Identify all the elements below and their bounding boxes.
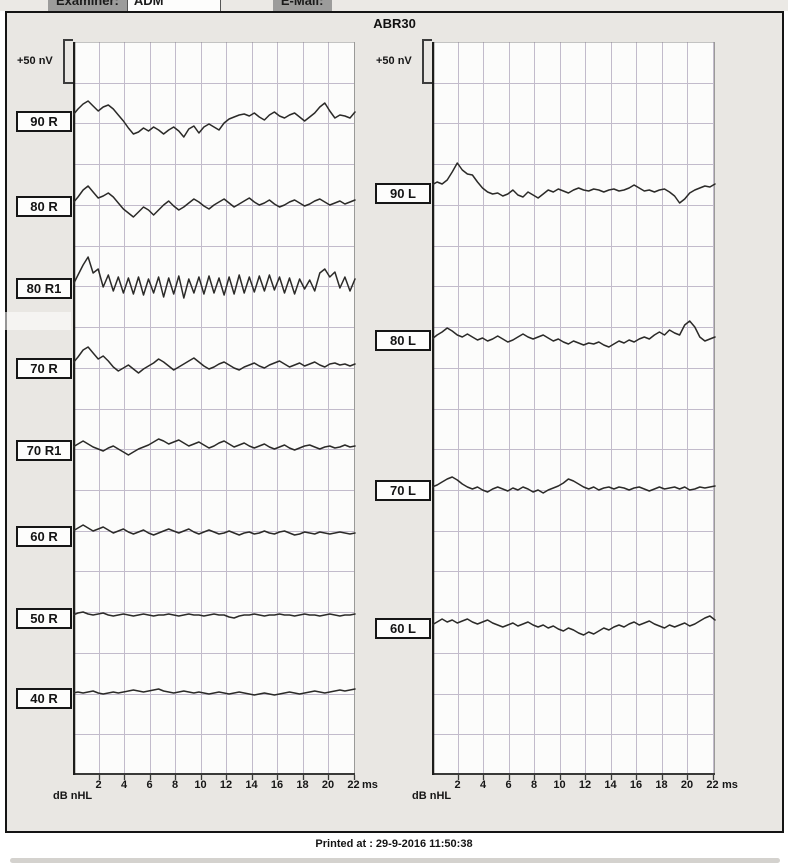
waveform-trace-60-l <box>432 615 716 636</box>
x-axis-unit-ms: ms <box>722 779 738 791</box>
x-tick-label-18: 18 <box>296 779 309 791</box>
trace-label-60-l: 60 L <box>375 618 431 639</box>
trace-label-80-l: 80 L <box>375 330 431 351</box>
x-tick-label-6: 6 <box>146 779 153 791</box>
waveform-trace-40-r <box>73 688 356 696</box>
x-tick-label-8: 8 <box>171 779 179 791</box>
x-tick-label-16: 16 <box>270 779 284 791</box>
trace-label-70-r1: 70 R1 <box>16 440 72 461</box>
x-axis-ticks <box>457 775 715 780</box>
trace-label-80-r1: 80 R1 <box>16 278 72 299</box>
x-tick-label-22: 22 <box>706 779 719 791</box>
waveform-panel-left-ear <box>432 42 716 780</box>
x-tick-label-10: 10 <box>194 779 207 791</box>
x-tick-label-2: 2 <box>95 779 102 791</box>
amplitude-scale-bracket <box>63 39 73 84</box>
waveform-trace-70-l <box>432 476 716 494</box>
x-tick-label-12: 12 <box>578 779 592 791</box>
waveform-trace-60-r <box>73 524 356 536</box>
trace-label-90-r: 90 R <box>16 111 72 132</box>
amplitude-scale-label: +50 nV <box>17 55 53 67</box>
x-tick-label-18: 18 <box>655 779 668 791</box>
waveform-trace-80-r1 <box>73 256 356 299</box>
trace-label-90-l: 90 L <box>375 183 431 204</box>
trace-label-50-r: 50 R <box>16 608 72 629</box>
trace-label-60-r: 60 R <box>16 526 72 547</box>
waveform-trace-80-l <box>432 320 716 348</box>
x-tick-label-16: 16 <box>629 779 643 791</box>
x-tick-label-4: 4 <box>120 779 128 791</box>
amplitude-scale-bracket <box>422 39 432 84</box>
x-tick-label-6: 6 <box>505 779 512 791</box>
waveform-panel-right-ear <box>73 42 356 780</box>
y-axis-unit-db-nhl: dB nHL <box>53 790 93 802</box>
waveform-trace-50-r <box>73 611 356 619</box>
report-header: Examiner: ADM E-Mail: <box>0 0 788 11</box>
x-tick-label-8: 8 <box>530 779 538 791</box>
waveform-trace-70-r1 <box>73 438 356 456</box>
waveform-trace-70-r <box>73 346 356 374</box>
trace-label-80-r: 80 R <box>16 196 72 217</box>
x-tick-label-14: 14 <box>245 779 258 791</box>
trace-label-70-l: 70 L <box>375 480 431 501</box>
x-tick-label-12: 12 <box>219 779 233 791</box>
x-tick-label-20: 20 <box>321 779 335 791</box>
scan-page-edge <box>10 858 780 863</box>
waveform-trace-90-r <box>73 100 356 138</box>
report-header-row: Examiner: ADM E-Mail: <box>0 0 332 11</box>
x-tick-label-4: 4 <box>479 779 487 791</box>
trace-label-40-r: 40 R <box>16 688 72 709</box>
waveform-trace-80-r <box>73 185 356 218</box>
x-axis-unit-ms: ms <box>362 779 378 791</box>
x-tick-label-14: 14 <box>604 779 617 791</box>
x-axis-ticks <box>98 775 356 780</box>
report-title: ABR30 <box>373 16 416 31</box>
x-tick-label-10: 10 <box>553 779 566 791</box>
examiner-value-field: ADM <box>126 0 221 11</box>
waveform-trace-90-l <box>432 162 716 204</box>
grid-lines <box>73 42 355 775</box>
email-label: E-Mail: <box>272 0 332 11</box>
printed-at-text: Printed at : 29-9-2016 11:50:38 <box>315 838 473 850</box>
x-tick-label-2: 2 <box>454 779 461 791</box>
trace-label-70-r: 70 R <box>16 358 72 379</box>
amplitude-scale-label: +50 nV <box>376 55 412 67</box>
examiner-label: Examiner: <box>48 0 127 11</box>
x-tick-label-20: 20 <box>680 779 694 791</box>
y-axis-unit-db-nhl: dB nHL <box>412 790 452 802</box>
x-tick-label-22: 22 <box>347 779 360 791</box>
scan-artifact-band <box>5 312 71 330</box>
